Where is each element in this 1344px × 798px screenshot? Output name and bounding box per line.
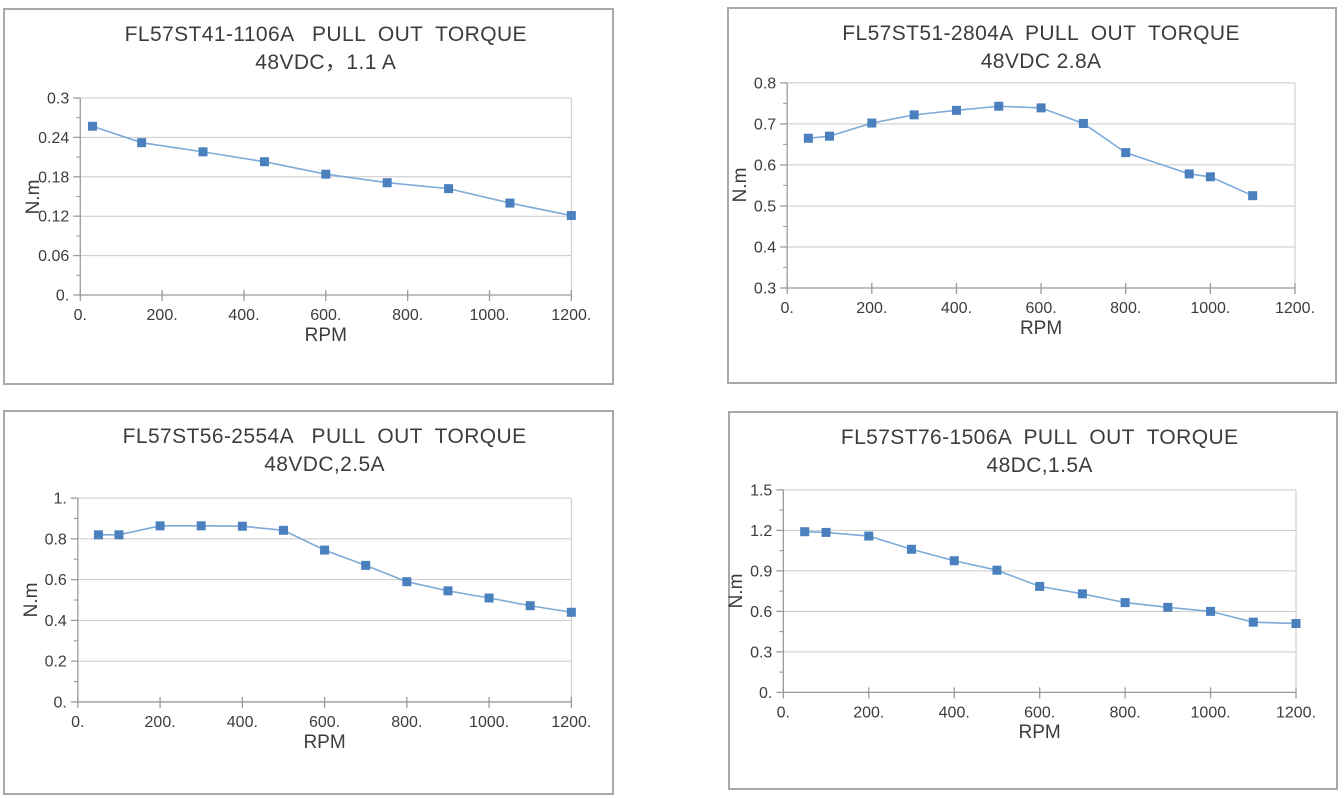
svg-text:1.5: 1.5 <box>750 482 772 499</box>
svg-text:1.2: 1.2 <box>750 523 772 540</box>
svg-text:1200.: 1200. <box>1275 300 1315 317</box>
svg-text:600.: 600. <box>309 714 340 731</box>
svg-text:200.: 200. <box>145 714 176 731</box>
chart-title: FL57ST76-1506A PULL OUT TORQUE <box>840 426 1239 449</box>
svg-text:0.6: 0.6 <box>45 572 67 589</box>
svg-text:0.: 0. <box>781 300 794 317</box>
chart-subtitle: 48VDC 2.8A <box>980 50 1102 73</box>
svg-text:1200.: 1200. <box>551 714 591 731</box>
torque-curve-plot: 0.3 0.4 0.5 0.6 0.7 0.8 0. 200. 400. 600. 800. 1000… <box>754 75 1315 317</box>
svg-text:0.18: 0.18 <box>38 169 69 186</box>
y-axis-title: N.m <box>730 168 752 203</box>
svg-text:800.: 800. <box>1110 704 1141 721</box>
svg-text:600.: 600. <box>1026 300 1057 317</box>
svg-text:0.2: 0.2 <box>45 654 67 671</box>
torque-curve-plot: 0. 0.3 0.6 0.9 1.2 1.5 0. 200. 400. 600. 800. 1000.… <box>750 482 1316 721</box>
svg-text:0.: 0. <box>56 287 69 304</box>
chart-title: FL57ST56-2554A PULL OUT TORQUE <box>122 425 527 448</box>
svg-text:0.: 0. <box>74 307 87 324</box>
chart-title: FL57ST51-2804A PULL OUT TORQUE <box>842 22 1240 45</box>
svg-text:0.7: 0.7 <box>754 116 776 133</box>
chart-subtitle: 48VDC，1.1 A <box>255 51 397 74</box>
y-axis-title: N.m <box>726 573 748 609</box>
chart-title: FL57ST41-1106A PULL OUT TORQUE <box>124 23 527 46</box>
svg-text:0.12: 0.12 <box>38 209 69 226</box>
y-axis-title: N.m <box>20 582 42 618</box>
svg-text:0.3: 0.3 <box>47 91 69 108</box>
x-axis-title: RPM <box>1019 318 1063 339</box>
svg-text:0.9: 0.9 <box>750 563 772 580</box>
svg-text:0.: 0. <box>71 714 84 731</box>
torque-curve-plot: 0. 0.2 0.4 0.6 0.8 1. 0. 200. 400. 600. 800. 1000. 1… <box>45 491 592 731</box>
chart-subtitle: 48VDC,2.5A <box>264 453 385 476</box>
svg-text:200.: 200. <box>147 307 178 324</box>
svg-text:800.: 800. <box>391 714 422 731</box>
svg-text:1000.: 1000. <box>469 307 509 324</box>
chart-panel-fl57st56: FL57ST56-2554A PULL OUT TORQUE 48VDC,2.5… <box>3 410 614 795</box>
x-axis-title: RPM <box>303 731 346 753</box>
svg-text:0.5: 0.5 <box>754 198 776 215</box>
svg-text:0.06: 0.06 <box>38 248 69 265</box>
svg-text:0.6: 0.6 <box>750 604 772 621</box>
svg-text:1200.: 1200. <box>551 307 591 324</box>
svg-text:1000.: 1000. <box>469 714 509 731</box>
chart-panel-fl57st41: FL57ST41-1106A PULL OUT TORQUE 48VDC，1.1… <box>3 8 614 385</box>
svg-text:0.: 0. <box>759 685 772 702</box>
svg-text:400.: 400. <box>941 300 972 317</box>
chart-subtitle: 48DC,1.5A <box>986 454 1093 477</box>
svg-text:1.: 1. <box>53 491 66 508</box>
svg-text:0.8: 0.8 <box>45 531 67 548</box>
svg-text:400.: 400. <box>227 714 258 731</box>
svg-text:600.: 600. <box>1024 704 1055 721</box>
svg-text:1000.: 1000. <box>1191 704 1231 721</box>
svg-text:0.3: 0.3 <box>754 281 776 298</box>
svg-text:0.: 0. <box>777 704 790 721</box>
svg-text:1200.: 1200. <box>1276 704 1316 721</box>
svg-text:800.: 800. <box>1110 300 1141 317</box>
svg-text:0.8: 0.8 <box>754 75 776 92</box>
svg-text:0.4: 0.4 <box>45 613 67 630</box>
svg-text:400.: 400. <box>228 307 259 324</box>
svg-text:600.: 600. <box>310 307 341 324</box>
svg-text:1000.: 1000. <box>1190 300 1230 317</box>
y-axis-title: N.m <box>23 179 45 214</box>
svg-text:200.: 200. <box>853 704 884 721</box>
x-axis-title: RPM <box>304 324 347 346</box>
svg-text:800.: 800. <box>392 307 423 324</box>
torque-curve-plot: 0. 0.06 0.12 0.18 0.24 0.3 0. 200. 400. 600. 800. 1… <box>38 91 591 324</box>
svg-text:0.: 0. <box>53 694 66 711</box>
svg-text:0.4: 0.4 <box>754 239 776 256</box>
svg-text:0.6: 0.6 <box>754 157 776 174</box>
x-axis-title: RPM <box>1018 722 1061 744</box>
svg-text:200.: 200. <box>856 300 887 317</box>
svg-text:0.24: 0.24 <box>38 130 69 147</box>
svg-text:0.3: 0.3 <box>750 644 772 661</box>
chart-panel-fl57st76: FL57ST76-1506A PULL OUT TORQUE 48DC,1.5A… <box>726 411 1338 790</box>
chart-panel-fl57st51: FL57ST51-2804A PULL OUT TORQUE 48VDC 2.8… <box>727 7 1337 384</box>
svg-text:400.: 400. <box>939 704 970 721</box>
